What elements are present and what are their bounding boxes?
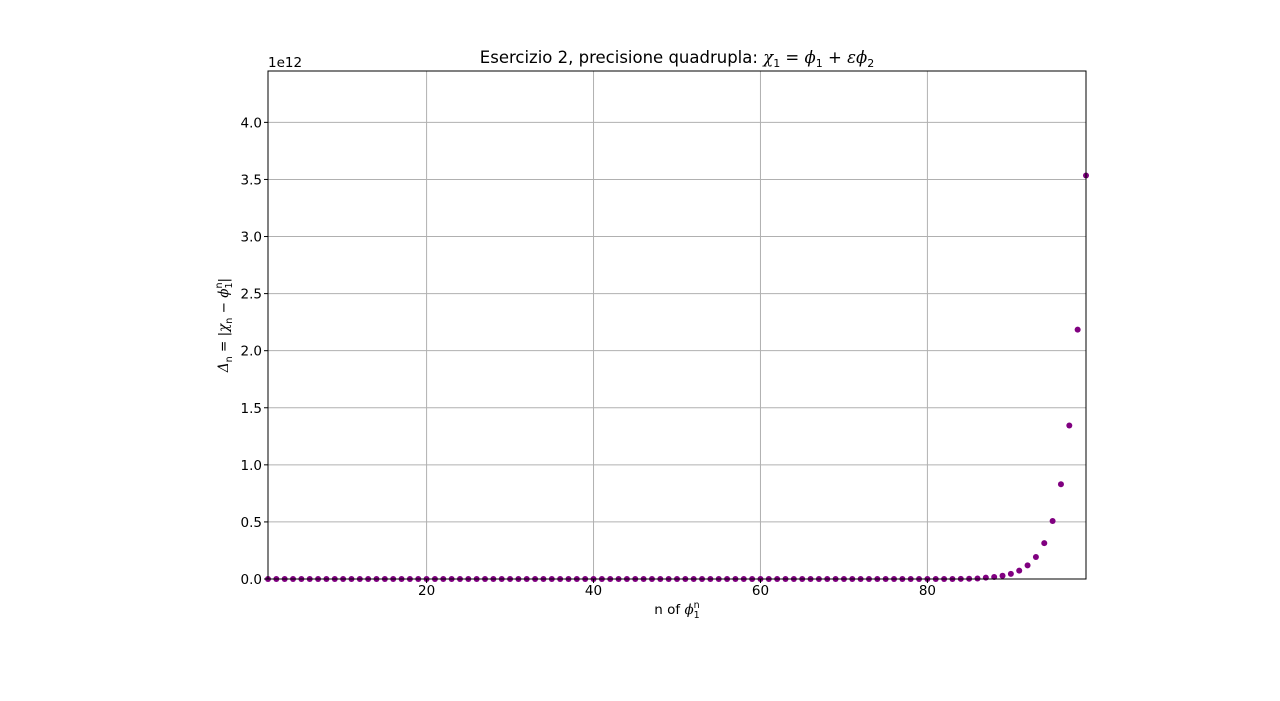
data-point (1041, 540, 1048, 547)
axis-ticks: 20 40 60 80 0.0 0.5 1.0 1.5 2.0 2.5 3.0 3.5 4.0 (241, 115, 936, 599)
y-offset-text: 1e12 (268, 55, 302, 71)
y-tick-label: 1.5 (241, 401, 262, 417)
y-tick-label: 3.0 (241, 230, 262, 246)
y-tick-label: 3.5 (241, 172, 262, 188)
data-point (999, 572, 1006, 579)
y-tick-label: 0.0 (241, 572, 262, 588)
y-tick-label: 1.0 (241, 458, 262, 474)
chart-title: Esercizio 2, precisione quadrupla: χ1 = … (480, 48, 874, 70)
x-tick-label: 60 (752, 583, 769, 599)
data-point (991, 573, 998, 580)
data-point (1032, 553, 1039, 560)
x-tick-label: 80 (919, 583, 936, 599)
y-tick-label: 4.0 (241, 115, 262, 131)
data-point (1024, 562, 1031, 569)
data-points (265, 172, 1089, 582)
y-tick-label: 2.5 (241, 287, 262, 303)
y-axis-label: Δn = |χn − ϕn1| (214, 278, 235, 373)
data-point (1074, 326, 1081, 333)
y-tick-label: 0.5 (241, 515, 262, 531)
data-point (1016, 567, 1023, 574)
data-point (982, 574, 989, 581)
grid-layer (268, 71, 1086, 579)
data-point (1066, 422, 1073, 429)
x-tick-label: 20 (418, 583, 435, 599)
plot-frame (267, 70, 1087, 580)
y-tick-label: 2.0 (241, 344, 262, 360)
x-axis-label: n of ϕn 1 (654, 600, 699, 621)
data-point (1049, 518, 1056, 525)
x-tick-label: 40 (585, 583, 602, 599)
data-point (1057, 481, 1064, 488)
data-point (1007, 570, 1014, 577)
data-point (974, 575, 981, 582)
